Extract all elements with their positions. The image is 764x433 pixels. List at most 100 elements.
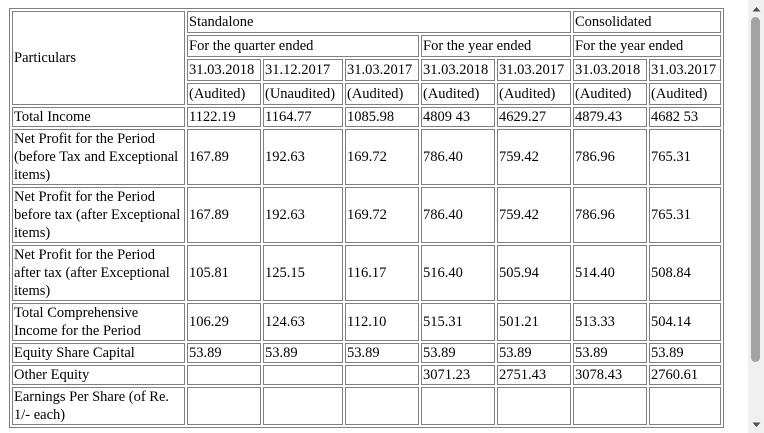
value-cell: 515.31 [421,303,495,341]
value-cell: 167.89 [187,129,261,185]
value-cell: 514.40 [573,245,647,301]
value-cell: 116.17 [345,245,419,301]
row-label: Net Profit for the Period before tax (af… [12,187,185,243]
value-cell: 786.96 [573,187,647,243]
value-cell [497,387,571,425]
audit-status-cell: (Audited) [649,83,721,105]
scroll-up-arrow-icon[interactable] [748,0,764,17]
value-cell: 513.33 [573,303,647,341]
header-row-groups: Particulars Standalone Consolidated [12,11,721,105]
table-row: Net Profit for the Period after tax (aft… [12,245,721,301]
value-cell: 124.63 [263,303,343,341]
value-cell: 2760.61 [649,365,721,385]
table-row: Other Equity 3071.23 2751.43 3078.43 276… [12,365,721,385]
date-cell: 31.03.2017 [649,59,721,81]
value-cell: 759.42 [497,187,571,243]
value-cell: 169.72 [345,129,419,185]
value-cell: 106.29 [187,303,261,341]
header-row-audit-status: (Audited) (Unaudited) (Audited) (Audited… [12,83,721,105]
value-cell: 3071.23 [421,365,495,385]
group-header-consolidated: Consolidated [573,11,721,33]
period-header-quarter: For the quarter ended [187,35,419,57]
value-cell: 765.31 [649,129,721,185]
row-label: Net Profit for the Period (before Tax an… [12,129,185,185]
row-label: Total Comprehensive Income for the Perio… [12,303,185,341]
table-row: Total Comprehensive Income for the Perio… [12,303,721,341]
value-cell: 4629.27 [497,107,571,127]
value-cell [649,387,721,425]
value-cell: 192.63 [263,129,343,185]
value-cell: 125.15 [263,245,343,301]
date-cell: 31.03.2018 [187,59,261,81]
financial-results-table: Particulars Standalone Consolidated For … [9,8,724,428]
value-cell: 167.89 [187,187,261,243]
value-cell: 1122.19 [187,107,261,127]
row-label: Equity Share Capital [12,343,185,363]
table-row: Earnings Per Share (of Re. 1/- each) [12,387,721,425]
value-cell: 786.40 [421,129,495,185]
value-cell [263,387,343,425]
row-label: Total Income [12,107,185,127]
header-row-periods: For the quarter ended For the year ended… [12,35,721,57]
value-cell: 4879.43 [573,107,647,127]
value-cell: 505.94 [497,245,571,301]
audit-status-cell: (Audited) [497,83,571,105]
value-cell: 53.89 [497,343,571,363]
date-cell: 31.03.2018 [421,59,495,81]
header-row-dates: 31.03.2018 31.12.2017 31.03.2017 31.03.2… [12,59,721,81]
value-cell: 53.89 [263,343,343,363]
value-cell: 53.89 [649,343,721,363]
scroll-down-arrow-icon[interactable] [748,416,764,433]
value-cell: 53.89 [187,343,261,363]
value-cell [187,387,261,425]
particulars-header: Particulars [12,11,185,105]
value-cell: 192.63 [263,187,343,243]
value-cell: 112.10 [345,303,419,341]
value-cell: 1085.98 [345,107,419,127]
value-cell [187,365,261,385]
period-header-year-standalone: For the year ended [421,35,571,57]
date-cell: 31.12.2017 [263,59,343,81]
audit-status-cell: (Unaudited) [263,83,343,105]
date-cell: 31.03.2017 [497,59,571,81]
date-cell: 31.03.2017 [345,59,419,81]
table-row: Equity Share Capital 53.89 53.89 53.89 5… [12,343,721,363]
value-cell [345,365,419,385]
value-cell: 759.42 [497,129,571,185]
value-cell: 169.72 [345,187,419,243]
value-cell: 508.84 [649,245,721,301]
audit-status-cell: (Audited) [187,83,261,105]
value-cell: 765.31 [649,187,721,243]
value-cell: 4809 43 [421,107,495,127]
value-cell: 786.96 [573,129,647,185]
table-row: Total Income 1122.19 1164.77 1085.98 480… [12,107,721,127]
row-label: Other Equity [12,365,185,385]
value-cell: 786.40 [421,187,495,243]
value-cell: 53.89 [421,343,495,363]
vertical-scrollbar[interactable] [748,0,764,433]
row-label: Earnings Per Share (of Re. 1/- each) [12,387,185,425]
group-header-standalone: Standalone [187,11,571,33]
value-cell: 501.21 [497,303,571,341]
row-label: Net Profit for the Period after tax (aft… [12,245,185,301]
value-cell: 516.40 [421,245,495,301]
value-cell [345,387,419,425]
scrollbar-thumb[interactable] [751,17,760,362]
value-cell: 1164.77 [263,107,343,127]
value-cell: 3078.43 [573,365,647,385]
audit-status-cell: (Audited) [421,83,495,105]
value-cell [263,365,343,385]
period-header-year-consolidated: For the year ended [573,35,721,57]
table-row: Net Profit for the Period (before Tax an… [12,129,721,185]
value-cell: 53.89 [345,343,419,363]
value-cell: 4682 53 [649,107,721,127]
value-cell: 105.81 [187,245,261,301]
audit-status-cell: (Audited) [345,83,419,105]
value-cell: 53.89 [573,343,647,363]
table-row: Net Profit for the Period before tax (af… [12,187,721,243]
date-cell: 31.03.2018 [573,59,647,81]
audit-status-cell: (Audited) [573,83,647,105]
document-viewport: Particulars Standalone Consolidated For … [9,8,724,428]
value-cell: 2751.43 [497,365,571,385]
value-cell [421,387,495,425]
